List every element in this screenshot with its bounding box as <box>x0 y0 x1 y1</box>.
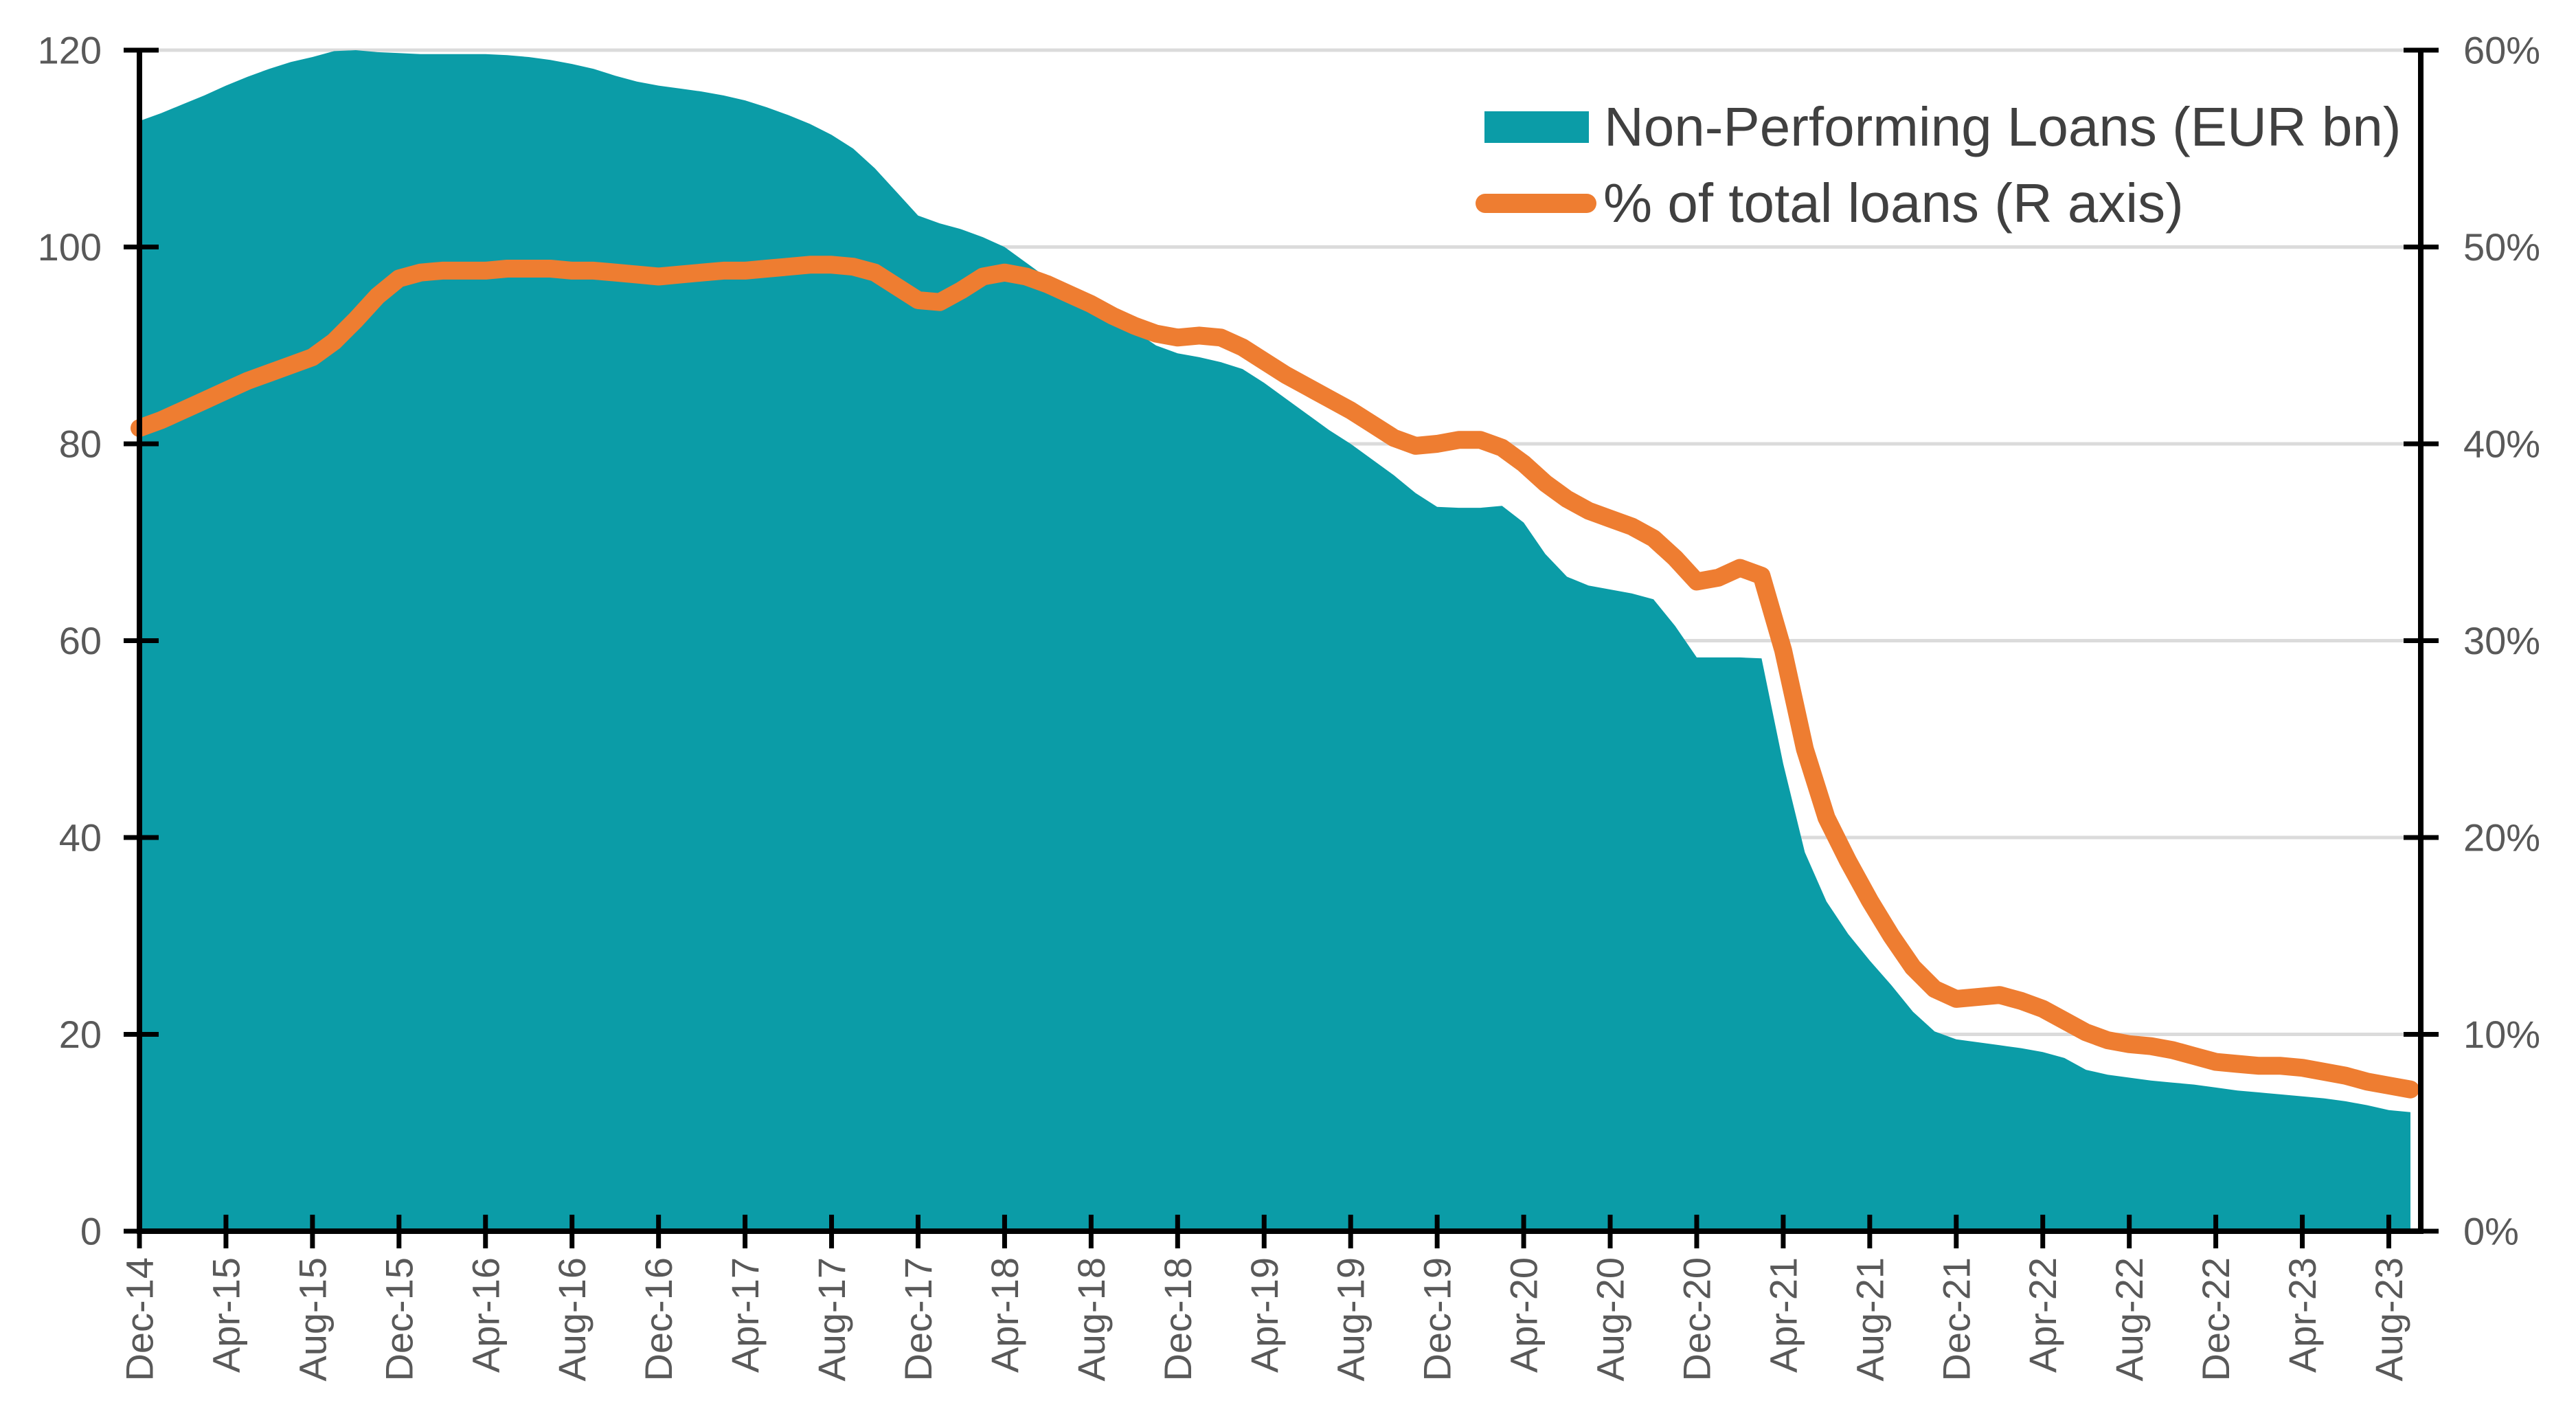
x-axis-tick-label: Dec-18 <box>1156 1257 1199 1382</box>
left-axis-tick-label: 40 <box>59 816 102 859</box>
left-axis-tick-label: 120 <box>38 29 102 72</box>
x-axis-tick-label: Apr-21 <box>1761 1257 1805 1373</box>
axes <box>124 47 2439 1248</box>
left-axis-tick-label: 60 <box>59 619 102 662</box>
x-axis-tick-label: Dec-19 <box>1416 1257 1459 1382</box>
x-axis-tick-label: Aug-17 <box>810 1257 853 1382</box>
x-axis-tick-label: Dec-17 <box>896 1257 940 1382</box>
x-axis-tick-label: Apr-15 <box>204 1257 247 1373</box>
right-axis-tick-label: 0% <box>2463 1210 2519 1253</box>
x-axis-tick-label: Apr-17 <box>723 1257 767 1373</box>
legend-label-npl: Non-Performing Loans (EUR bn) <box>1604 96 2402 157</box>
right-axis-tick-label: 40% <box>2463 423 2540 466</box>
x-axis-tick-label: Aug-20 <box>1589 1257 1632 1382</box>
x-axis-tick-label: Dec-21 <box>1934 1257 1978 1382</box>
legend-label-pct: % of total loans (R axis) <box>1603 172 2184 234</box>
npl-area-series <box>139 50 2410 1231</box>
left-axis-tick-label: 0 <box>80 1210 102 1253</box>
x-axis-tick-label: Dec-20 <box>1675 1257 1719 1382</box>
left-axis-tick-label: 100 <box>38 225 102 269</box>
pct-line-path <box>131 256 2419 1099</box>
right-axis-tick-label: 50% <box>2463 225 2540 269</box>
left-axis-labels: 0 20 40 60 80 100 120 <box>38 29 102 1253</box>
legend-item-pct: % of total loans (R axis) <box>1476 176 2184 231</box>
pct-line-swatch <box>1476 194 1596 213</box>
x-axis-tick-label: Apr-20 <box>1502 1257 1546 1373</box>
pct-line-series <box>131 256 2419 1099</box>
npl-area-swatch <box>1484 111 1589 143</box>
x-axis-tick-label: Apr-18 <box>983 1257 1026 1373</box>
x-axis-tick-label: Apr-22 <box>2021 1257 2064 1373</box>
x-axis-tick-label: Aug-22 <box>2108 1257 2151 1382</box>
right-axis-tick-label: 20% <box>2463 816 2540 859</box>
right-axis-tick-label: 60% <box>2463 29 2540 72</box>
right-axis-tick-label: 10% <box>2463 1013 2540 1056</box>
left-axis-tick-label: 20 <box>59 1013 102 1056</box>
x-axis-tick-label: Dec-15 <box>377 1257 420 1382</box>
left-axis-tick-label: 80 <box>59 423 102 466</box>
x-axis-tick-label: Dec-16 <box>637 1257 680 1382</box>
legend-item-npl: Non-Performing Loans (EUR bn) <box>1484 100 2401 155</box>
right-axis-tick-label: 30% <box>2463 619 2540 662</box>
x-axis-tick-label: Aug-15 <box>291 1257 334 1382</box>
x-axis-tick-label: Dec-14 <box>118 1257 161 1382</box>
x-axis-tick-label: Aug-19 <box>1329 1257 1372 1382</box>
x-axis-tick-label: Aug-23 <box>2367 1257 2410 1382</box>
x-axis-tick-label: Dec-22 <box>2194 1257 2237 1382</box>
x-axis-tick-label: Apr-16 <box>464 1257 507 1373</box>
x-axis-tick-label: Aug-18 <box>1070 1257 1113 1382</box>
right-axis-labels: 0% 10% 20% 30% 40% 50% 60% <box>2463 29 2540 1253</box>
x-axis-tick-label: Aug-16 <box>550 1257 594 1382</box>
npl-area-path <box>139 50 2410 1231</box>
x-axis-tick-label: Apr-23 <box>2281 1257 2324 1373</box>
x-axis-tick-label: Apr-19 <box>1243 1257 1286 1373</box>
x-axis-tick-label: Aug-21 <box>1848 1257 1891 1382</box>
x-axis-labels: Dec-14 Apr-15 Aug-15 Dec-15 Apr-16 Aug-16 Dec-… <box>118 1257 2411 1382</box>
